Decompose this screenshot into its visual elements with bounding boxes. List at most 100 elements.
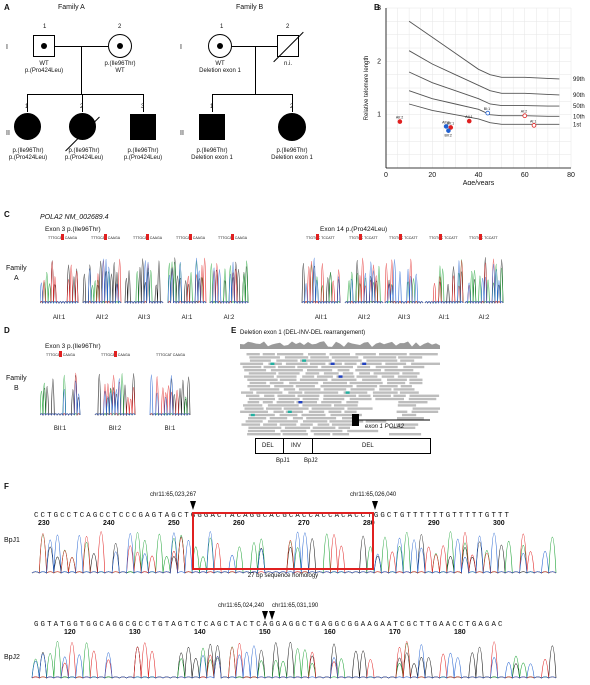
aligned-read	[347, 429, 379, 433]
data-point-label: BII:2	[444, 134, 451, 138]
family-b-generation-i: I	[180, 44, 182, 51]
aligned-read	[269, 417, 288, 420]
variant-marker	[189, 234, 192, 240]
chromatogram	[301, 257, 341, 304]
aligned-read	[323, 388, 347, 391]
b-ii2-genotype-2: Deletion exon 1	[271, 155, 313, 161]
data-point-label: AII:1	[465, 115, 472, 119]
aligned-read	[278, 397, 300, 401]
exon-label: exon 1 POLA2	[365, 424, 405, 430]
aligned-read	[242, 365, 262, 369]
family-a-title: Family A	[58, 4, 85, 11]
percentile-line	[408, 20, 560, 80]
percentile-line	[408, 50, 560, 96]
position-tick-label: 260	[233, 520, 245, 527]
sample-label: BII:1	[54, 426, 67, 432]
aligned-read	[305, 372, 320, 375]
aligned-read	[403, 365, 425, 369]
segment-divider	[312, 438, 313, 454]
telomere-length-chart: 0 20 40 60 80 1 2 3 Age/years Relative telomere l…	[364, 5, 585, 185]
trace-line	[149, 374, 191, 417]
aligned-read	[247, 433, 281, 436]
aligned-read	[329, 420, 364, 423]
aligned-read	[279, 378, 297, 381]
position-tick-label: 140	[194, 629, 206, 636]
position-tick-label: 280	[363, 520, 375, 527]
aligned-read	[357, 365, 371, 369]
aligned-read	[262, 401, 273, 404]
aligned-read	[399, 391, 419, 394]
aligned-read	[298, 388, 321, 391]
sample-label: AII:3	[138, 315, 151, 321]
aligned-read	[400, 385, 412, 388]
bpj2-coordinate-right: chr11:65,031,190	[272, 603, 319, 609]
aligned-read	[241, 391, 254, 394]
a-ii2-genotype-1: p.(Ile96Thr)	[68, 148, 100, 154]
aligned-read	[304, 391, 339, 394]
aligned-read	[247, 429, 275, 433]
aligned-read	[262, 353, 275, 356]
a-i1-genotype-2: p.(Pro424Leu)	[24, 68, 64, 74]
chromatogram	[94, 373, 136, 417]
trace-line	[31, 644, 557, 679]
descent-line	[255, 46, 256, 94]
aligned-read	[240, 410, 268, 413]
segment-divider	[283, 438, 284, 454]
arrow-down-icon	[262, 611, 268, 620]
data-point	[443, 124, 449, 129]
aligned-read	[373, 372, 400, 375]
base-call-header: TTGTCC TCCATT	[306, 236, 336, 240]
aligned-read	[249, 359, 271, 362]
aligned-read	[375, 397, 404, 401]
aligned-read	[292, 417, 303, 420]
trace-line	[31, 531, 557, 574]
a-ii2-number: 2	[80, 104, 84, 110]
aligned-read	[329, 353, 350, 356]
b-ii1-affected-male	[199, 114, 225, 140]
chromatogram	[464, 257, 504, 304]
exon-block	[352, 414, 359, 426]
sample-label: BII:2	[109, 426, 122, 432]
position-tick-label: 300	[493, 520, 505, 527]
aligned-read	[302, 404, 332, 407]
aligned-read	[389, 433, 422, 436]
y-tick-label: 1	[377, 112, 381, 119]
aligned-read	[277, 353, 304, 356]
family-b-row-label: Family	[6, 375, 27, 382]
aligned-read	[397, 417, 424, 420]
b-ii1-genotype-1: p.(Ile96Thr)	[196, 148, 228, 154]
aligned-read	[393, 388, 415, 391]
percentile-line	[408, 71, 560, 107]
read-alignment-view	[240, 341, 440, 436]
trace-line	[40, 380, 81, 417]
data-point	[448, 125, 454, 130]
position-tick-label: 230	[38, 520, 50, 527]
chromatogram	[124, 258, 164, 304]
aligned-read	[359, 372, 370, 375]
rearrangement-title: Deletion exon 1 (DEL-INV-DEL rearrangeme…	[240, 330, 366, 336]
aligned-read	[284, 426, 311, 429]
position-tick-label: 250	[168, 520, 180, 527]
sample-label: AI:1	[182, 315, 193, 321]
family-b-generation-ii: II	[180, 130, 184, 137]
family-b-row-letter: B	[14, 385, 19, 392]
variant-marker	[61, 234, 64, 240]
b-i1-genotype-2: Deletion exon 1	[199, 68, 241, 74]
base-call-header: TTGTCC TCCATT	[429, 236, 459, 240]
homology-highlight-box	[192, 512, 374, 570]
data-point	[485, 110, 491, 116]
aligned-read	[331, 356, 359, 359]
sample-label: AI:2	[479, 315, 490, 321]
aligned-read	[249, 388, 280, 391]
b-i1-female-symbol	[208, 34, 232, 58]
bpj1-trace	[31, 531, 557, 574]
aligned-read	[346, 401, 359, 404]
percentile-label: 99th	[573, 77, 585, 83]
aligned-read	[323, 394, 357, 397]
aligned-read	[274, 385, 294, 388]
percentile-label: 10th	[573, 114, 585, 120]
position-tick-label: 180	[454, 629, 466, 636]
a-i1-number: 1	[43, 24, 47, 30]
aligned-read	[285, 362, 308, 365]
position-tick-label: 120	[64, 629, 76, 636]
